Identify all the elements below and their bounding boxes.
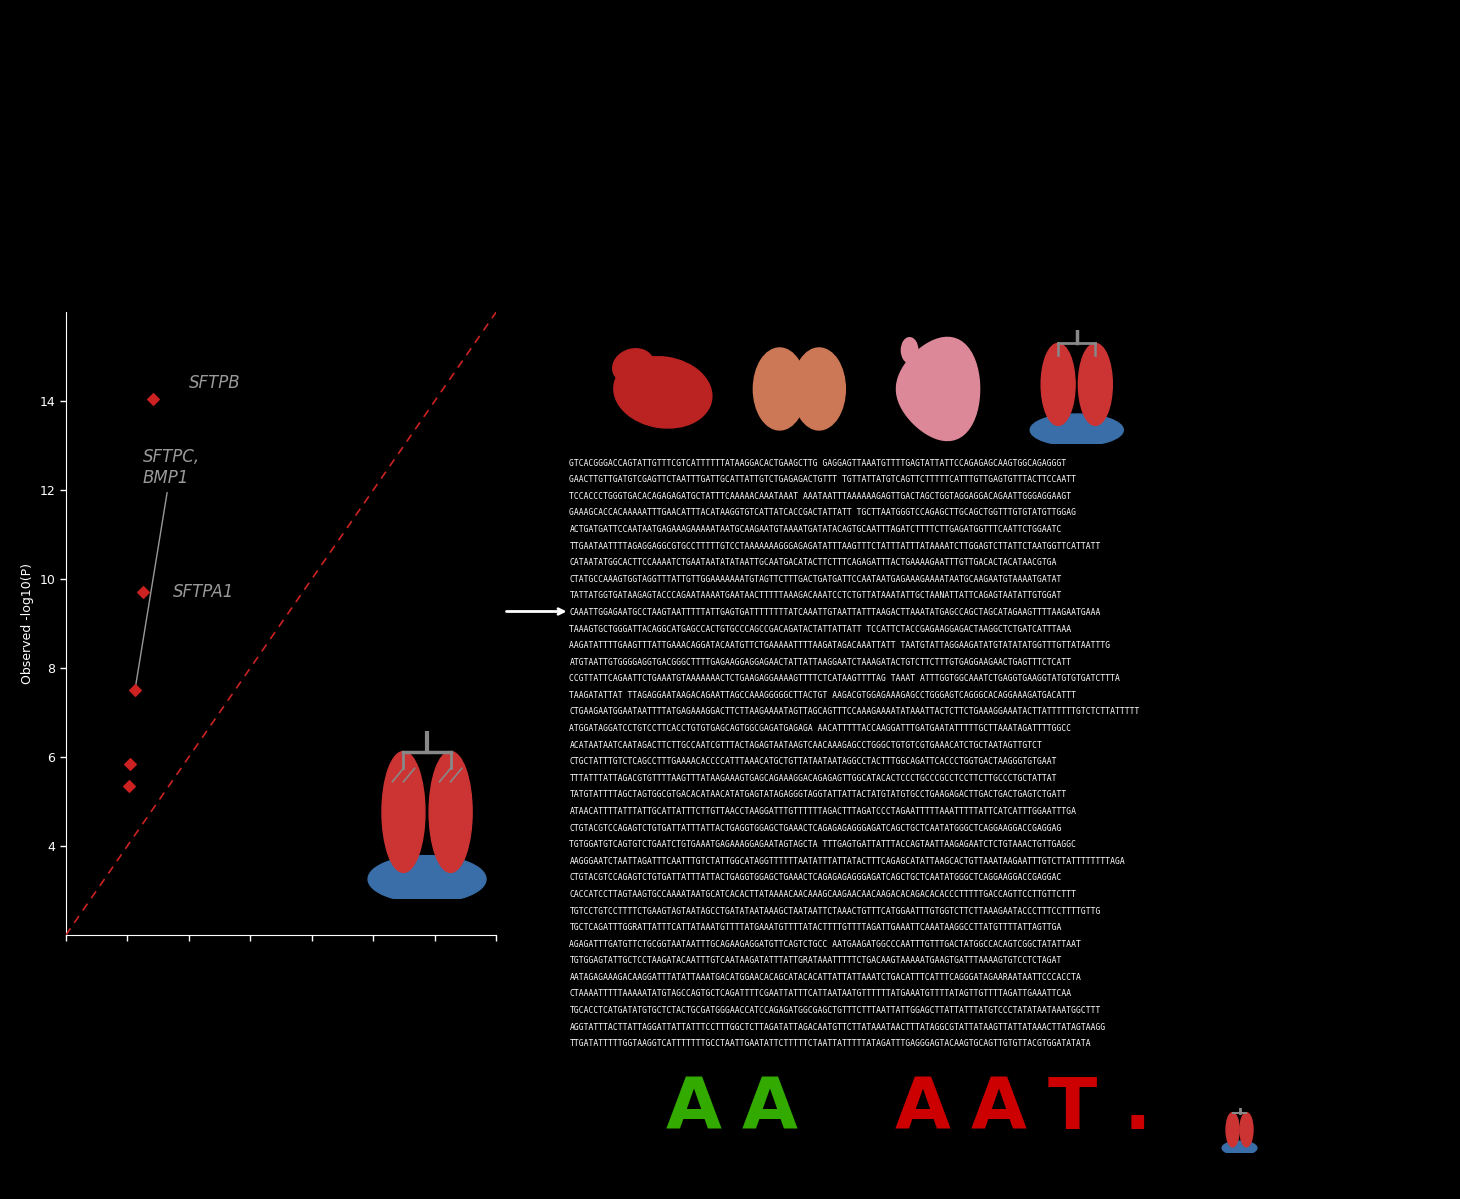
- Text: CATAATATGGCACTTCCAAAATCTGAATAATATATAATTGCAATGACATACTTCTTTCAGAGATTTACTGAAAAGAATTT: CATAATATGGCACTTCCAAAATCTGAATAATATATAATTG…: [569, 559, 1057, 567]
- Polygon shape: [896, 337, 980, 440]
- Text: ATGTAATTGTGGGGAGGTGACGGGCTTTTGAGAAGGAGGAGAACTATTATTAAGGAATCTAAAGATACTGTCTTCTTTGT: ATGTAATTGTGGGGAGGTGACGGGCTTTTGAGAAGGAGGA…: [569, 658, 1072, 667]
- Text: T: T: [1047, 1074, 1096, 1144]
- Text: TAAGATATTAT TTAGAGGAATAAGACAGAATTAGCCAAAGGGGGCTTACTGT AAGACGTGGAGAAAGAGCCTGGGAGT: TAAGATATTAT TTAGAGGAATAAGACAGAATTAGCCAAA…: [569, 691, 1076, 700]
- Text: ACATAATAATCAATAGACTTCTTGCCAATCGTTTACTAGAGTAATAAGTCAACAAAGAGCCTGGGCTGTGTCGTGAAACA: ACATAATAATCAATAGACTTCTTGCCAATCGTTTACTAGA…: [569, 741, 1042, 749]
- Text: AATAGAGAAAGACAAGGATTTATATTAAATGACATGGAACACAGCATACACATTATTATTAAATCTGACATTTCATTTCA: AATAGAGAAAGACAAGGATTTATATTAAATGACATGGAAC…: [569, 972, 1082, 982]
- Text: CTGCTATTTGTCTCAGCCTTTGAAAACACCCCATTTAAACATGCTGTTATAATAATAGGCCTACTTTGGCAGATTCACCC: CTGCTATTTGTCTCAGCCTTTGAAAACACCCCATTTAAAC…: [569, 758, 1057, 766]
- Text: GAAAGCACCACAAAAATTTGAACATTTACATAAGGTGTCATTATCACCGACTATTATT TGCTTAATGGGTCCAGAGCTT: GAAAGCACCACAAAAATTTGAACATTTACATAAGGTGTCA…: [569, 508, 1076, 518]
- Text: .: .: [1124, 1074, 1150, 1144]
- Ellipse shape: [793, 348, 845, 430]
- Point: [131, 583, 155, 602]
- Text: CACCATCCTTAGTAAGTGCCAAAATAATGCATCACACTTATAAAACAACAAAGCAAGAACAACAAGACACAGACACACCC: CACCATCCTTAGTAAGTGCCAAAATAATGCATCACACTTA…: [569, 890, 1076, 899]
- Ellipse shape: [429, 752, 472, 873]
- Ellipse shape: [901, 338, 918, 363]
- Text: A: A: [666, 1074, 721, 1144]
- Text: T: T: [818, 1074, 867, 1144]
- Text: TGTGGATGTCAGTGTCTGAATCTGTGAAATGAGAAAGGAGAATAGTAGCTA TTTGAGTGATTATTTACCAGTAATTAAG: TGTGGATGTCAGTGTCTGAATCTGTGAAATGAGAAAGGAG…: [569, 840, 1076, 849]
- Ellipse shape: [613, 349, 654, 384]
- Text: ATAACATTTTATTTATTGCATTATTTCTTGTTAACCTAAGGATTTGTTTTTTAGACTTTAGATCCCTAGAATTTTTAAAT: ATAACATTTTATTTATTGCATTATTTCTTGTTAACCTAAG…: [569, 807, 1076, 817]
- Point: [118, 754, 142, 773]
- Text: TCCACCCTGGGTGACACAGAGAGATGCTATTTCAAAAACAAATAAAT AAATAATTTAAAAAAGAGTTGACTAGCTGGTA: TCCACCCTGGGTGACACAGAGAGATGCTATTTCAAAAACA…: [569, 492, 1072, 501]
- Text: AGAGATTTGATGTTCTGCGGTAATAATTTGCAGAAGAGGATGTTCAGTCTGCC AATGAAGATGGCCCAATTTGTTTGAC: AGAGATTTGATGTTCTGCGGTAATAATTTGCAGAAGAGGA…: [569, 940, 1082, 948]
- Ellipse shape: [670, 387, 705, 420]
- FancyBboxPatch shape: [783, 382, 816, 403]
- Text: CCGTTATTCAGAATTCTGAAATGTAAAAAAACTCTGAAGAGGAAAAGTTTTCTCATAAGTTTTAG TAAAT ATTTGGTG: CCGTTATTCAGAATTCTGAAATGTAAAAAAACTCTGAAGA…: [569, 674, 1120, 683]
- Text: AAGGGAATCTAATTAGATTTCAATTTGTCTATTGGCATAGGTTTTTTAATATTTATTATACTTTCAGAGCATATTAAGCA: AAGGGAATCTAATTAGATTTCAATTTGTCTATTGGCATAG…: [569, 857, 1126, 866]
- Text: ATGGATAGGATCCTGTCCTTCACCTGTGTGAGCAGTGGCGAGATGAGAGA AACATTTTTACCAAGGATTTGATGAATAT: ATGGATAGGATCCTGTCCTTCACCTGTGTGAGCAGTGGCG…: [569, 724, 1072, 733]
- Ellipse shape: [1079, 343, 1113, 426]
- Text: TGTCCTGTCCTTTTCTGAAGTAGTAATAGCCTGATATAATAAAGCTAATAATTCTAAACTGTTTCATGGAATTTGTGGTC: TGTCCTGTCCTTTTCTGAAGTAGTAATAGCCTGATATAAT…: [569, 906, 1101, 916]
- Text: SFTPB: SFTPB: [188, 374, 241, 392]
- Text: SFTPC,
BMP1: SFTPC, BMP1: [136, 448, 200, 687]
- Ellipse shape: [368, 856, 486, 903]
- Ellipse shape: [613, 356, 712, 428]
- Text: SFTPA1: SFTPA1: [174, 583, 235, 601]
- Text: ACTGATGATTCCAATAATGAGAAAGAAAAATAATGCAAGAATGTAAAATGATATACAGTGCAATTTAGATCTTTTCTTGA: ACTGATGATTCCAATAATGAGAAAGAAAAATAATGCAAGA…: [569, 525, 1061, 534]
- Text: CAAATTGGAGAATGCCTAAGTAATTTTTATTGAGTGATTTTTTTTATCAAATTGTAATTATTTAAGACTTAAATATGAGC: CAAATTGGAGAATGCCTAAGTAATTTTTATTGAGTGATTT…: [569, 608, 1101, 617]
- Text: TTGAATAATTTTAGAGGAGGCGTGCCTTTTTGTCCTAAAAAAAGGGAGAGATATTTAAGTTTCTATTTATTTATAAAATC: TTGAATAATTTTAGAGGAGGCGTGCCTTTTTGTCCTAAAA…: [569, 542, 1101, 550]
- Text: A: A: [971, 1074, 1026, 1144]
- Ellipse shape: [1222, 1141, 1257, 1155]
- Text: CTGAAGAATGGAATAATTTTATGAGAAAGGACTTCTTAAGAAAATAGTTAGCAGTTTCCAAAGAAAATATAAATTACTCT: CTGAAGAATGGAATAATTTTATGAGAAAGGACTTCTTAAG…: [569, 707, 1140, 717]
- Ellipse shape: [1226, 1113, 1240, 1146]
- Text: TGCTCAGATTTGGRATTATTTCATTATAAATGTTTTATGAAATGTTTTATACTTTTGTTTTAGATTGAAATTCAAATAAG: TGCTCAGATTTGGRATTATTTCATTATAAATGTTTTATGA…: [569, 923, 1061, 932]
- Ellipse shape: [1031, 414, 1123, 446]
- Text: TTGATATTTTTGGTAAGGTCATTTTTTTGCCTAATTGAATATTCTTTTTCTAATTATTTTTATAGATTTGAGGGAGTACA: TTGATATTTTTGGTAAGGTCATTTTTTTGCCTAATTGAAT…: [569, 1040, 1091, 1048]
- Text: TTTATTTATTAGACGTGTTTTAAGTTTATAAGAAAGTGAGCAGAAAGGACAGAGAGTTGGCATACACTCCCTGCCCGCCT: TTTATTTATTAGACGTGTTTTAAGTTTATAAGAAAGTGAG…: [569, 773, 1057, 783]
- Text: TATTATGGTGATAAGAGTACCCAGAATAAAATGAATAACTTTTTAAAGACAAATCCTCTGTTATAAATATTGCTAANATT: TATTATGGTGATAAGAGTACCCAGAATAAAATGAATAACT…: [569, 591, 1061, 601]
- Text: TGCACCTCATGATATGTGCTCTACTGCGATGGGAACCATCCAGAGATGGCGAGCTGTTTCTTTAATTATTGGAGCTTATT: TGCACCTCATGATATGTGCTCTACTGCGATGGGAACCATC…: [569, 1006, 1101, 1016]
- Text: AAGATATTTTGAAGTTTATTGAAACAGGATACAATGTTCTGAAAAATTTTAAGATAGACAAATTATT TAATGTATTAGG: AAGATATTTTGAAGTTTATTGAAACAGGATACAATGTTCT…: [569, 641, 1111, 650]
- Point: [117, 777, 140, 796]
- Text: TGTGGAGTATTGCTCCTAAGATACAATTTGTCAATAAGATATTTATTGRATAAATTTTTCTGACAAGTAAAAATGAAGTG: TGTGGAGTATTGCTCCTAAGATACAATTTGTCAATAAGAT…: [569, 957, 1061, 965]
- Text: CTAAAATTTTTAAAAATATGTAGCCAGTGCTCAGATTTTCGAATTATTTCATTAATAATGTTTTTTATGAAATGTTTTAT: CTAAAATTTTTAAAAATATGTAGCCAGTGCTCAGATTTTC…: [569, 989, 1072, 999]
- Point: [123, 681, 146, 700]
- Y-axis label: Observed -log10(P): Observed -log10(P): [20, 564, 34, 683]
- Text: CTATGCCAAAGTGGTAGGTTTATTGTTGGAAAAAAATGTAGTTCTTTGACTGATGATTCCAATAATGAGAAAGAAAATAA: CTATGCCAAAGTGGTAGGTTTATTGTTGGAAAAAAATGTA…: [569, 574, 1061, 584]
- Text: CTGTACGTCCAGAGTCTGTGATTATTTATTACTGAGGTGGAGCTGAAACTCAGAGAGAGGGAGATCAGCTGCTCAATATG: CTGTACGTCCAGAGTCTGTGATTATTTATTACTGAGGTGG…: [569, 824, 1061, 832]
- Text: CTGTACGTCCAGAGTCTGTGATTATTTATTACTGAGGTGGAGCTGAAACTCAGAGAGAGGGAGATCAGCTGCTCAATATG: CTGTACGTCCAGAGTCTGTGATTATTTATTACTGAGGTGG…: [569, 873, 1061, 882]
- Ellipse shape: [1240, 1113, 1253, 1146]
- Text: A: A: [895, 1074, 950, 1144]
- Text: AGGTATTTACTTATTAGGATTATTATTTCCTTTGGCTCTTAGATATTAGACAATGTTCTTATAAATAACTTTATAGGCGT: AGGTATTTACTTATTAGGATTATTATTTCCTTTGGCTCTT…: [569, 1023, 1105, 1031]
- Text: GTCACGGGACCAGTATTGTTTCGTCATTTTTTATAAGGACACTGAAGCTTG GAGGAGTTAAATGTTTTGAGTATTATTC: GTCACGGGACCAGTATTGTTTCGTCATTTTTTATAAGGAC…: [569, 459, 1067, 468]
- Text: A: A: [742, 1074, 799, 1144]
- Ellipse shape: [383, 752, 425, 873]
- Text: GAACTTGTTGATGTCGAGTTCTAATTTGATTGCATTATTGTCTGAGAGACTGTTT TGTTATTATGTCAGTTCTTTTTCA: GAACTTGTTGATGTCGAGTTCTAATTTGATTGCATTATTG…: [569, 475, 1076, 484]
- Text: TAAAGTGCTGGGATTACAGGCATGAGCCACTGTGCCCAGCCGACAGATACTATTATTATT TCCATTCTACCGAGAAGGA: TAAAGTGCTGGGATTACAGGCATGAGCCACTGTGCCCAGC…: [569, 625, 1072, 633]
- Text: TATGTATTTTAGCTAGTGGCGTGACACATAACATATGAGTATAGAGGGTAGGTATTATTACTATGTATGTGCCTGAAGAG: TATGTATTTTAGCTAGTGGCGTGACACATAACATATGAGT…: [569, 790, 1067, 800]
- Ellipse shape: [1041, 343, 1075, 426]
- Point: [142, 388, 165, 408]
- Ellipse shape: [753, 348, 806, 430]
